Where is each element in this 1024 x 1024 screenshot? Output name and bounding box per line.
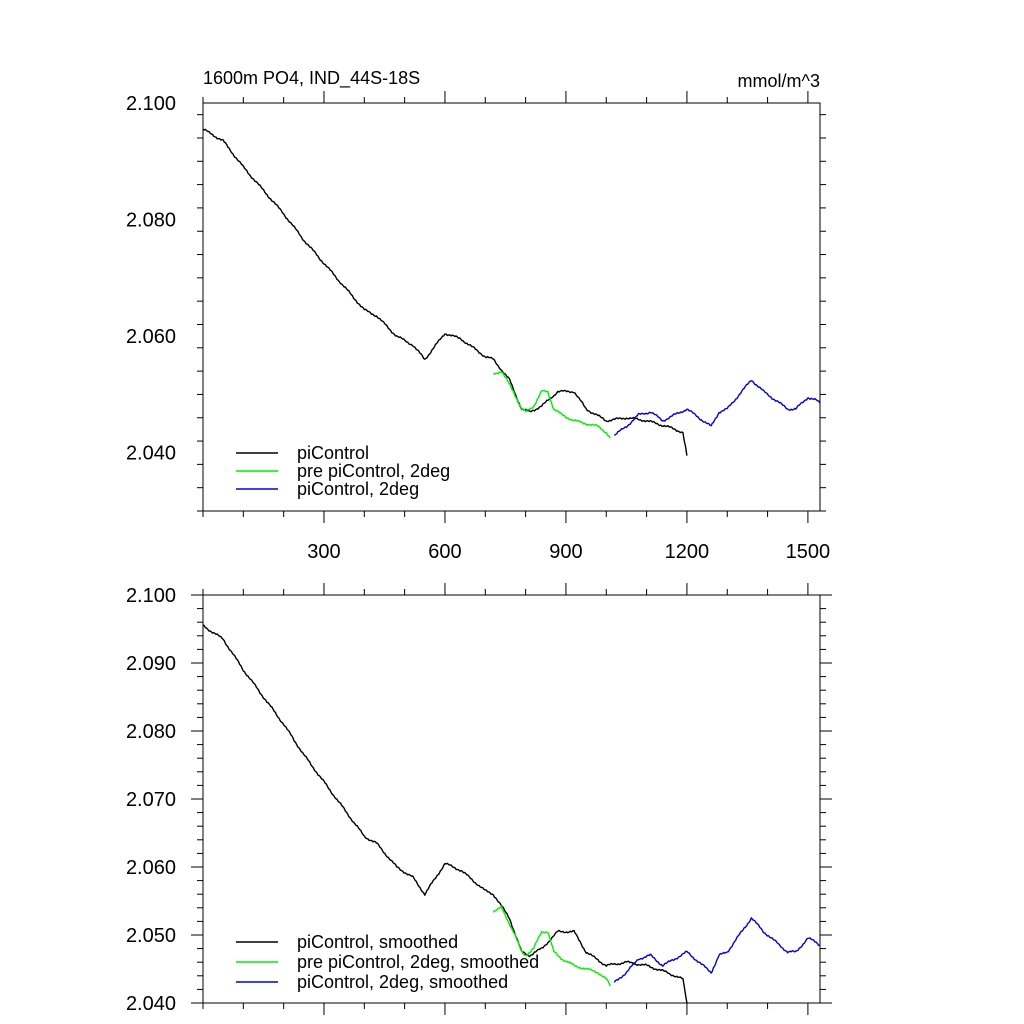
series-line — [493, 906, 610, 986]
bottom-panel: 2.040 2.050 2.060 2.070 2.080 2.090 2.100 piCo… — [126, 583, 832, 1015]
y-tick-label: 2.040 — [126, 993, 176, 1015]
y-tick-label: 2.050 — [126, 925, 176, 947]
top-plot-lines — [203, 129, 820, 455]
y-tick-label: 2.100 — [126, 585, 176, 607]
top-panel: 1600m PO4, IND_44S-18S mmol/m^3 2.0402.0… — [126, 68, 830, 563]
y-tick-label: 2.100 — [126, 93, 176, 115]
y-tick-label: 2.040 — [126, 443, 176, 465]
legend-label: pre piControl, 2deg, smoothed — [297, 952, 539, 972]
y-tick-label: 2.070 — [126, 789, 176, 811]
units-label: mmol/m^3 — [738, 71, 820, 91]
legend-label: piControl, 2deg, smoothed — [297, 972, 508, 992]
x-tick-label: 600 — [428, 541, 461, 563]
figure: 1600m PO4, IND_44S-18S mmol/m^3 2.0402.0… — [0, 0, 1024, 1024]
x-tick-label: 1200 — [665, 541, 710, 563]
y-tick-label: 2.090 — [126, 653, 176, 675]
top-axis-ticks: 2.040 2.060 2.080 2.100 300 600 900 1200 1500 — [126, 91, 830, 563]
x-tick-label: 300 — [307, 541, 340, 563]
y-tick-label: 2.060 — [126, 326, 176, 348]
series-line — [614, 918, 820, 983]
x-tick-label: 1500 — [786, 541, 831, 563]
y-tick-label: 2.060 — [126, 857, 176, 879]
bottom-plot-lines — [203, 625, 820, 1003]
legend-label: piControl — [297, 443, 369, 463]
legend-label: piControl, smoothed — [297, 932, 458, 952]
legend-label: piControl, 2deg — [297, 479, 419, 499]
x-tick-label: 900 — [549, 541, 582, 563]
y-tick-label: 2.080 — [126, 721, 176, 743]
legend-label: pre piControl, 2deg — [297, 461, 450, 481]
bottom-plot-frame — [203, 595, 820, 1003]
top-plot-frame — [203, 103, 820, 511]
bottom-axis-ticks: 2.040 2.050 2.060 2.070 2.080 2.090 2.100 — [126, 583, 832, 1015]
y-tick-label: 2.080 — [126, 210, 176, 232]
series-line — [203, 129, 687, 455]
chart-title: 1600m PO4, IND_44S-18S — [203, 68, 420, 89]
series-line — [614, 381, 820, 435]
